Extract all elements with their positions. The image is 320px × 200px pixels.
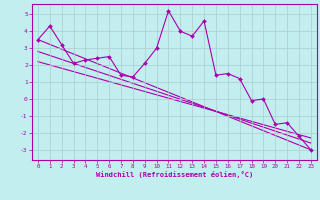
X-axis label: Windchill (Refroidissement éolien,°C): Windchill (Refroidissement éolien,°C) xyxy=(96,171,253,178)
